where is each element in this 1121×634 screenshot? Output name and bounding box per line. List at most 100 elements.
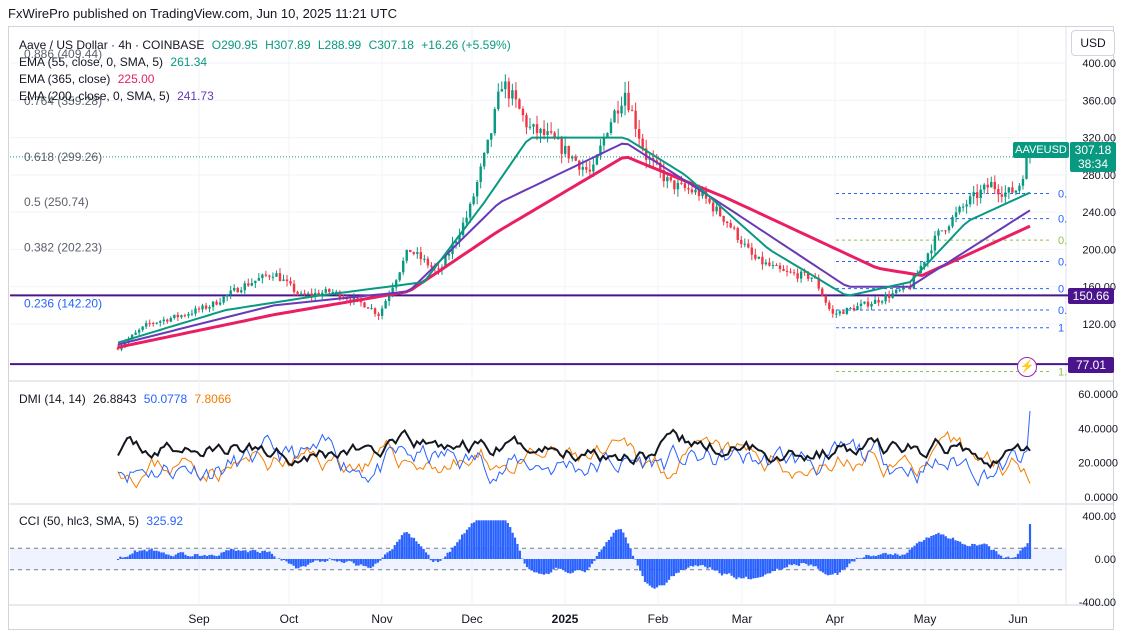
candle-body (394, 280, 398, 288)
fib-levels: 0.886 (409.44) 0.764 (359.28) 0.618 (299.2… (10, 47, 1067, 379)
time-tick-label: Nov (371, 612, 392, 626)
dmi-tick-label: 0.0000 (1084, 492, 1118, 504)
adx-line (117, 428, 1031, 470)
candle-body (384, 300, 387, 309)
candle-body (123, 342, 127, 346)
candle-body (821, 288, 824, 296)
time-tick-label: Oct (280, 612, 299, 626)
candle-body (535, 124, 539, 134)
candle-body (1007, 187, 1011, 193)
candle-body (986, 184, 989, 188)
dmi-tick-label: 40.0000 (1078, 423, 1118, 435)
candle-body (887, 295, 891, 298)
candle-body (275, 273, 278, 277)
candle-body (233, 288, 236, 291)
cci-tick-label: -400.00 (1079, 597, 1116, 609)
candle-body (585, 167, 588, 170)
candle-body (247, 283, 250, 286)
candle-body (201, 305, 204, 310)
candle-body (733, 227, 736, 229)
candle-body (430, 265, 433, 267)
last-price: 307.18 (1074, 143, 1112, 157)
currency-button[interactable]: USD (1071, 30, 1115, 56)
dmi-minus: 7.8066 (194, 392, 232, 406)
candle-body (204, 305, 208, 309)
candle-body (148, 323, 151, 325)
time-tick-label: May (914, 612, 937, 626)
candle-body (169, 318, 173, 322)
dmi-pane: 0.0000 20.0000 40.0000 60.0000 (117, 389, 1118, 504)
fib-left-label: 0.382 (202.23) (24, 240, 102, 254)
time-tick-label: Jun (1008, 612, 1027, 626)
candle-body (166, 319, 169, 322)
support-badge-1: 150.66 (1068, 288, 1114, 304)
candle-body (715, 206, 718, 212)
candle-body (1011, 187, 1014, 193)
cci-label: CCI (50, hlc3, SMA, 5) (19, 514, 140, 528)
candle-body (761, 256, 764, 265)
publisher-line: FxWirePro published on TradingView.com, … (8, 6, 398, 21)
candle-body (571, 156, 574, 159)
candle-body (549, 131, 553, 133)
candle-body (662, 170, 665, 182)
candle-body (708, 198, 711, 203)
candle-body (426, 258, 430, 266)
candle-body (493, 109, 496, 134)
candle-body (768, 262, 771, 266)
candle-body (486, 139, 489, 154)
ema55-legend: EMA (55, close, 0, SMA, 5) 261.34 (19, 55, 211, 69)
candle-body (197, 308, 201, 310)
candle-body (159, 321, 162, 323)
candle-body (391, 287, 394, 295)
fib-left-label: 0.5 (250.74) (24, 195, 89, 209)
candle-body (912, 275, 915, 289)
price-tick-label: 240.00 (1082, 207, 1116, 219)
candle-body (116, 347, 120, 350)
candle-body (810, 277, 813, 279)
candle-body (1000, 194, 1004, 197)
ema200-legend: EMA (200, close, 0, SMA, 5) 241.73 (19, 89, 218, 103)
candle-body (602, 137, 606, 146)
lightning-icon[interactable]: ⚡ (1017, 357, 1037, 377)
candle-body (849, 307, 852, 309)
candle-body (444, 255, 447, 268)
fib-right-label: 1. (1058, 367, 1067, 379)
candle-body (659, 162, 662, 171)
candle-body (173, 314, 176, 319)
candle-body (817, 277, 820, 289)
dmi-plus: 50.0778 (143, 392, 188, 406)
candle-body (979, 189, 982, 198)
candle-body (250, 283, 254, 286)
candle-body (683, 183, 687, 189)
candle-body (306, 293, 310, 295)
candle-body (694, 189, 697, 193)
cci-pane: -400.00 0.00 400.00 (10, 511, 1116, 609)
candle-body (539, 128, 542, 134)
dmi-adx: 26.8843 (93, 392, 137, 406)
candle-body (968, 196, 972, 205)
price-axis: 120.00160.00200.00240.00280.00320.00360.… (1082, 58, 1116, 331)
candle-body (835, 313, 838, 315)
candle-body (176, 314, 180, 318)
candle-body (740, 239, 743, 245)
candle-body (366, 307, 370, 309)
candle-body (599, 145, 602, 156)
ema365-value: 225.00 (117, 72, 155, 86)
ohlc-open: O290.95 (211, 38, 258, 52)
fib-right-label: 0. (1058, 235, 1067, 247)
dmi-label: DMI (14, 14) (19, 392, 86, 406)
candle-body (687, 188, 690, 190)
candle-body (997, 189, 1000, 195)
candle-body (190, 313, 194, 315)
candle-body (1004, 192, 1007, 197)
candle-body (130, 334, 134, 339)
symbol-name: Aave / US Dollar · 4h · COINBASE (19, 38, 205, 52)
candle-body (909, 286, 912, 289)
candle-body (595, 155, 599, 165)
ohlc-low: L288.99 (317, 38, 362, 52)
dmi-legend: DMI (14, 14) 26.8843 50.0778 7.8066 (19, 392, 235, 406)
cci-legend: CCI (50, hlc3, SMA, 5) 325.92 (19, 514, 187, 528)
candle-body (208, 306, 211, 309)
candle-body (902, 286, 905, 290)
